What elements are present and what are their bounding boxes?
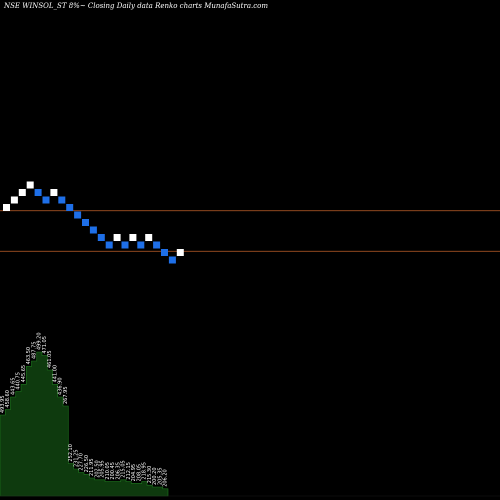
renko-brick-15 [121, 241, 129, 249]
renko-brick-6 [50, 189, 58, 196]
volume-label-21: 200.45 [110, 462, 116, 480]
volume-label-11: 436.90 [58, 378, 64, 396]
chart-title: NSE WINSOL_ST 8%~ Closing Daily data Ren… [4, 2, 269, 10]
renko-brick-12 [97, 234, 105, 241]
renko-brick-7 [58, 196, 66, 204]
volume-label-20: 210.05 [105, 462, 111, 480]
renko-brick-20 [161, 249, 168, 256]
volume-label-16: 226.50 [84, 455, 90, 473]
renko-brick-11 [89, 226, 97, 234]
renko-brick-10 [82, 219, 89, 226]
volume-label-14: 231.25 [73, 450, 79, 468]
renko-brick-1 [10, 196, 18, 204]
volume-label-3: 440.75 [16, 372, 22, 390]
renko-brick-22 [176, 249, 184, 256]
volume-label-6: 487.75 [31, 342, 37, 360]
volume-label-12: 267.95 [63, 387, 69, 405]
volume-label-10: 441.00 [52, 365, 58, 383]
volume-label-19: 205.95 [100, 460, 106, 478]
volume-label-26: 208.05 [136, 464, 142, 482]
renko-brick-5 [42, 196, 50, 204]
volume-label-22: 206.35 [115, 462, 121, 480]
renko-brick-13 [105, 241, 113, 249]
volume-label-17: 211.95 [89, 459, 95, 477]
volume-label-5: 463.50 [26, 347, 32, 365]
volume-label-13: 252.10 [68, 444, 74, 462]
volume-label-24: 212.15 [126, 462, 132, 480]
volume-label-30: 205.35 [157, 468, 163, 486]
renko-brick-16 [129, 234, 137, 241]
volume-label-29: 200.20 [152, 468, 158, 486]
renko-brick-2 [18, 189, 26, 196]
volume-label-0: 493.95 [0, 396, 6, 414]
volume-label-2: 443.65 [10, 378, 16, 396]
volume-label-31: 206.20 [163, 469, 169, 487]
renko-brick-14 [113, 234, 121, 241]
renko-brick-9 [74, 211, 82, 219]
renko-brick-3 [26, 181, 34, 189]
renko-brick-8 [66, 204, 74, 211]
volume-label-23: 215.05 [121, 460, 127, 478]
volume-label-27: 218.95 [142, 462, 148, 480]
renko-brick-21 [168, 256, 176, 264]
volume-label-25: 204.95 [131, 464, 137, 482]
renko-brick-17 [137, 241, 145, 249]
volume-label-7: 499.20 [37, 333, 43, 351]
renko-brick-18 [145, 234, 153, 241]
volume-label-8: 471.05 [42, 336, 48, 354]
volume-label-15: 227.70 [79, 453, 85, 471]
renko-brick-4 [34, 189, 42, 196]
volume-label-4: 445.65 [21, 365, 27, 383]
renko-brick-0 [3, 204, 10, 211]
volume-area [0, 351, 169, 497]
volume-label-18: 202.50 [94, 460, 100, 478]
volume-label-28: 215.30 [147, 466, 153, 484]
volume-label-1: 458.60 [5, 390, 11, 408]
volume-label-9: 461.05 [47, 351, 53, 369]
renko-brick-19 [153, 241, 161, 249]
